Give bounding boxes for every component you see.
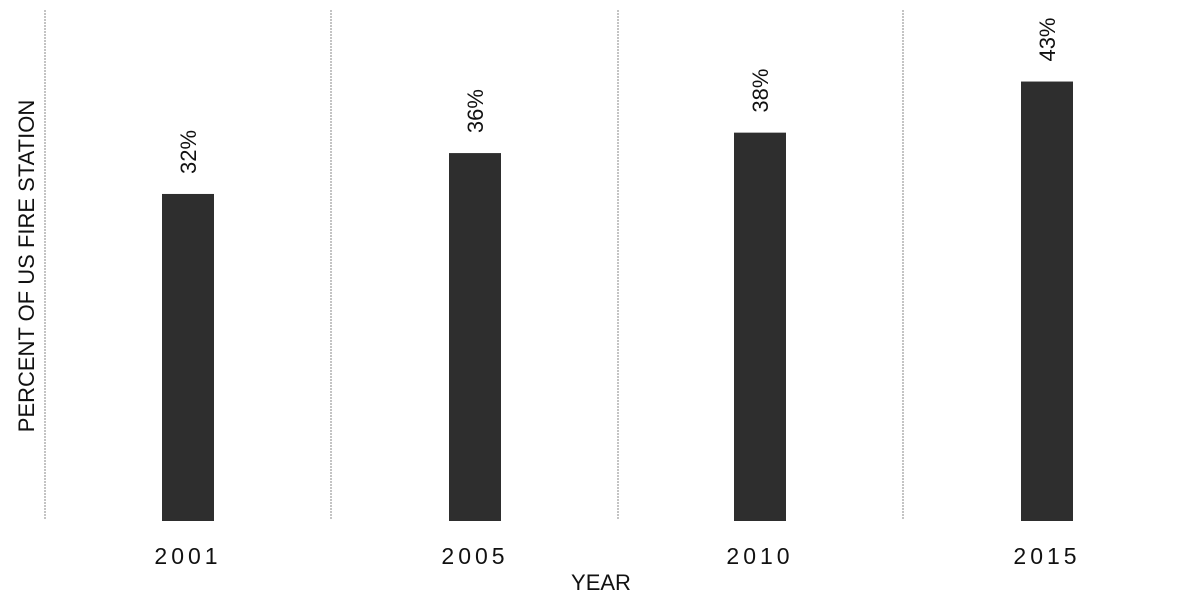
x-tick-label-2015: 2015 <box>1013 543 1080 569</box>
value-label-2005: 36% <box>463 89 488 133</box>
bars-group <box>162 81 1073 521</box>
x-tick-label-2001: 2001 <box>154 543 221 569</box>
value-label-2015: 43% <box>1035 17 1060 61</box>
x-tick-labels-group: 2001 2005 2010 2015 <box>154 543 1080 569</box>
bar-2005 <box>449 153 501 521</box>
x-tick-label-2010: 2010 <box>726 543 793 569</box>
bar-2010 <box>734 132 786 521</box>
value-labels-group: 32% 36% 38% 43% <box>176 17 1060 173</box>
value-label-2010: 38% <box>748 69 773 113</box>
bar-2015 <box>1021 81 1073 521</box>
category-dividers <box>44 10 904 520</box>
bar-2001 <box>162 193 214 521</box>
x-axis-label: YEAR <box>571 570 631 595</box>
value-label-2001: 32% <box>176 130 201 174</box>
y-axis-label: PERCENT OF US FIRE STATION <box>14 100 39 432</box>
x-tick-label-2005: 2005 <box>441 543 508 569</box>
